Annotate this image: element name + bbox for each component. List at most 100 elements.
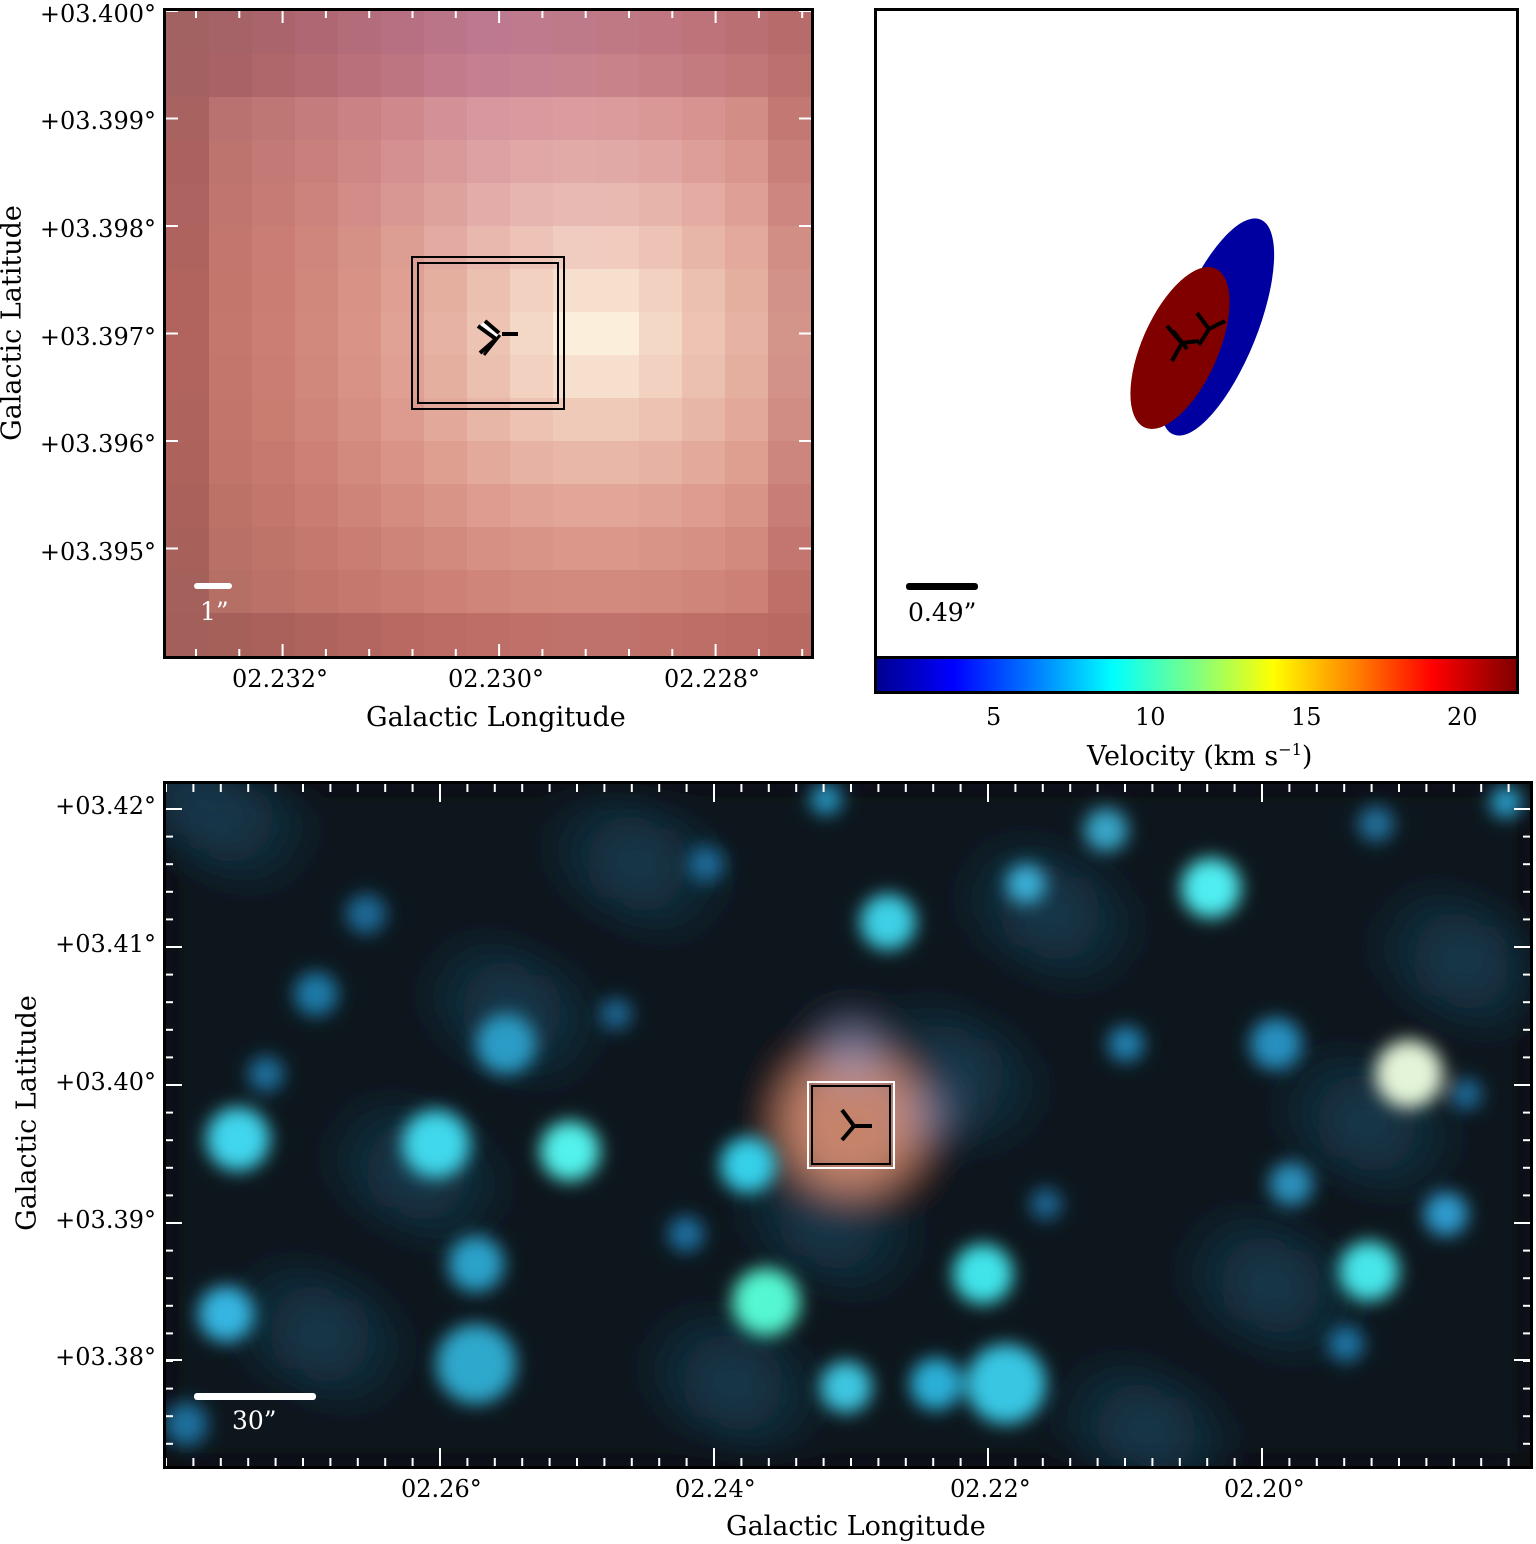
image-pixel (209, 355, 253, 399)
scale-bar (194, 583, 232, 589)
image-pixel (553, 570, 597, 614)
image-pixel (768, 398, 811, 442)
image-pixel (553, 54, 597, 98)
tick-marks (166, 11, 811, 656)
image-pixel (768, 11, 811, 55)
star (820, 1361, 872, 1413)
image-pixel (295, 97, 339, 141)
image-pixel (252, 269, 296, 313)
image-pixel (768, 484, 811, 528)
target-box-inner (811, 1085, 891, 1165)
image-pixel (725, 97, 769, 141)
image-pixel (510, 140, 554, 184)
image-pixel (553, 355, 597, 399)
wide-field-image (166, 784, 1530, 1466)
star (436, 1324, 516, 1404)
image-pixel (381, 11, 425, 55)
image-pixel (381, 527, 425, 571)
image-pixel (553, 97, 597, 141)
star (448, 1236, 504, 1292)
image-pixel (295, 613, 339, 656)
x-tick-label: 02.20° (1224, 1475, 1305, 1503)
star (910, 1358, 962, 1410)
image-pixel (596, 140, 640, 184)
image-pixel (682, 54, 726, 98)
image-pixel (338, 97, 382, 141)
star (688, 846, 724, 882)
image-pixel (338, 11, 382, 55)
image-pixel (209, 140, 253, 184)
y-tick-label: +03.399° (39, 107, 156, 135)
image-pixel (424, 398, 468, 442)
image-pixel (424, 312, 468, 356)
star (1339, 1241, 1399, 1301)
image-pixel (510, 527, 554, 571)
y-tick-label: +03.400° (39, 0, 156, 28)
image-pixel (295, 269, 339, 313)
image-pixel (510, 355, 554, 399)
image-pixel (725, 355, 769, 399)
star (1006, 864, 1046, 904)
image-pixel (682, 355, 726, 399)
image-pixel (510, 97, 554, 141)
image-pixel (768, 183, 811, 227)
image-pixel (467, 269, 511, 313)
image-pixel (338, 312, 382, 356)
image-pixel (596, 355, 640, 399)
image-pixel (639, 355, 683, 399)
image-pixel (639, 226, 683, 270)
image-pixel (467, 484, 511, 528)
image-pixel (338, 484, 382, 528)
image-pixel (682, 613, 726, 656)
image-pixel (639, 613, 683, 656)
y-tick-label: +03.397° (39, 323, 156, 351)
image-pixel (424, 269, 468, 313)
target-box-outer (807, 1081, 895, 1169)
image-pixel (639, 183, 683, 227)
star (476, 1014, 536, 1074)
image-pixel (252, 11, 296, 55)
image-pixel (639, 312, 683, 356)
image-pixel (424, 441, 468, 485)
y-tick-label: +03.396° (39, 430, 156, 458)
image-pixel (166, 140, 210, 184)
colorbar-tick-label: 5 (986, 703, 1002, 731)
image-pixel (553, 11, 597, 55)
star (198, 1286, 254, 1342)
image-pixel (252, 441, 296, 485)
star (668, 1216, 704, 1252)
image-pixel (424, 97, 468, 141)
image-pixel (381, 140, 425, 184)
image-pixel (295, 312, 339, 356)
image-pixel (467, 398, 511, 442)
image-pixel (682, 226, 726, 270)
x-tick-label: 02.24° (675, 1475, 756, 1503)
image-pixel (639, 269, 683, 313)
scale-label: 1” (200, 597, 229, 626)
image-pixel (725, 484, 769, 528)
image-pixel (639, 527, 683, 571)
star (810, 784, 842, 815)
star (206, 1107, 270, 1171)
image-pixel (596, 312, 640, 356)
image-pixel (166, 183, 210, 227)
star (860, 894, 916, 950)
image-pixel (166, 269, 210, 313)
image-pixel (553, 398, 597, 442)
image-pixel (166, 484, 210, 528)
image-pixel (209, 269, 253, 313)
image-pixel (768, 226, 811, 270)
x-tick-label: 02.22° (950, 1475, 1031, 1503)
image-pixel (252, 97, 296, 141)
image-pixel (295, 355, 339, 399)
image-pixel (467, 183, 511, 227)
image-pixel (209, 226, 253, 270)
image-pixel (639, 398, 683, 442)
image-pixel (252, 398, 296, 442)
image-pixel (682, 11, 726, 55)
image-pixel (467, 527, 511, 571)
star (966, 1344, 1046, 1424)
x-axis-title: Galactic Longitude (726, 1511, 986, 1542)
image-pixel (252, 570, 296, 614)
image-pixel (682, 97, 726, 141)
